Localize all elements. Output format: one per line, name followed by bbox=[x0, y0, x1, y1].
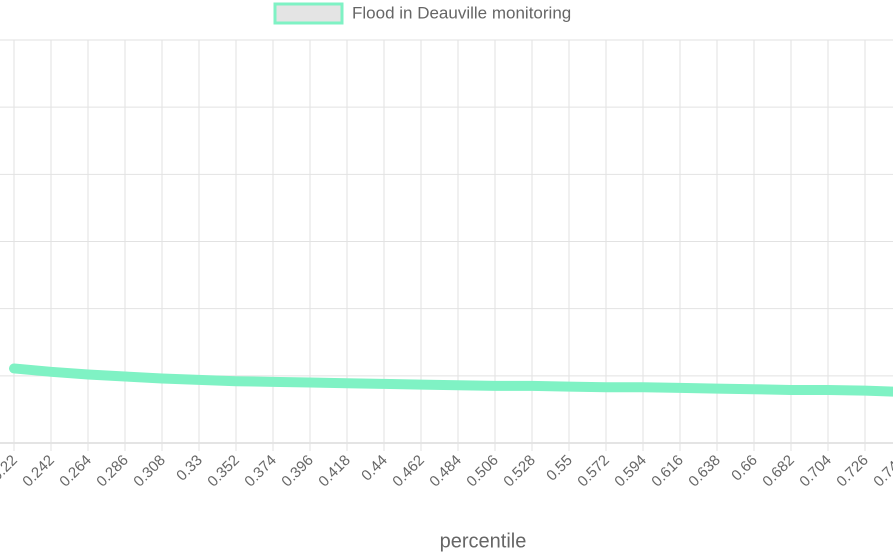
x-tick-label: 0.682 bbox=[759, 452, 798, 491]
x-tick-label: 0.22 bbox=[0, 452, 21, 485]
x-tick-label: 0.572 bbox=[574, 452, 613, 491]
x-tick-label: 0.638 bbox=[685, 452, 724, 491]
x-axis-title: percentile bbox=[440, 530, 527, 552]
x-tick-label: 0.748 bbox=[870, 452, 893, 491]
x-tick-label: 0.704 bbox=[796, 452, 835, 491]
x-tick-label: 0.286 bbox=[93, 452, 132, 491]
x-tick-label: 0.484 bbox=[426, 452, 465, 491]
x-tick-label: 0.33 bbox=[173, 452, 206, 485]
x-tick-label: 0.264 bbox=[56, 452, 95, 491]
x-tick-label: 0.616 bbox=[648, 452, 687, 491]
x-tick-label: 0.462 bbox=[389, 452, 428, 491]
x-tick-label: 0.44 bbox=[358, 452, 391, 485]
series-line bbox=[9, 363, 893, 397]
x-tick-label: 0.66 bbox=[728, 452, 761, 485]
x-tick-label: 0.528 bbox=[500, 452, 539, 491]
x-tick-label: 0.726 bbox=[833, 452, 872, 491]
x-tick-label: 0.308 bbox=[130, 452, 169, 491]
x-tick-label: 0.55 bbox=[543, 452, 576, 485]
x-tick-label: 0.594 bbox=[611, 452, 650, 491]
x-tick-label: 0.374 bbox=[241, 452, 280, 491]
x-tick-label: 0.352 bbox=[204, 452, 243, 491]
x-tick-label: 0.242 bbox=[19, 452, 58, 491]
x-tick-label: 0.396 bbox=[278, 452, 317, 491]
legend-label: Flood in Deauville monitoring bbox=[352, 3, 571, 22]
legend-swatch bbox=[273, 2, 344, 25]
x-tick-label: 0.418 bbox=[315, 452, 354, 491]
x-tick-label: 0.506 bbox=[463, 452, 502, 491]
